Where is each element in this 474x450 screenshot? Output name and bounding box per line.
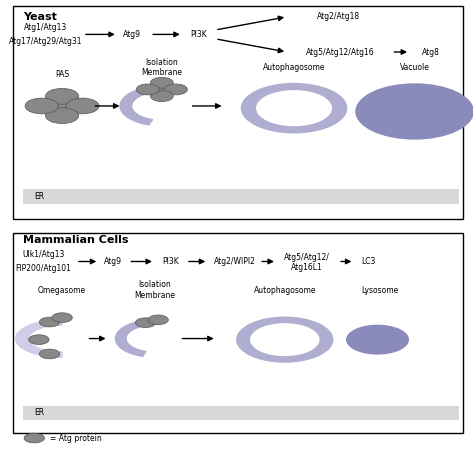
Circle shape [46, 108, 79, 123]
FancyBboxPatch shape [13, 233, 463, 433]
Text: Omegasome: Omegasome [38, 286, 86, 295]
FancyBboxPatch shape [23, 189, 459, 204]
Polygon shape [16, 320, 62, 357]
Text: Vacuole: Vacuole [400, 63, 429, 72]
FancyBboxPatch shape [23, 406, 459, 420]
Text: Atg1/Atg13: Atg1/Atg13 [24, 23, 67, 32]
Text: PI3K: PI3K [191, 30, 207, 39]
Text: Atg9: Atg9 [123, 30, 141, 39]
Text: Atg17/Atg29/Atg31: Atg17/Atg29/Atg31 [9, 36, 82, 45]
Circle shape [355, 83, 474, 140]
FancyBboxPatch shape [13, 6, 463, 219]
Text: Isolation
Membrane: Isolation Membrane [141, 58, 182, 77]
Circle shape [250, 323, 319, 356]
Text: Isolation
Membrane: Isolation Membrane [134, 280, 175, 300]
Circle shape [346, 324, 409, 355]
Text: Mammalian Cells: Mammalian Cells [23, 235, 128, 245]
Text: FIP200/Atg101: FIP200/Atg101 [16, 264, 72, 273]
Circle shape [66, 98, 99, 114]
Circle shape [150, 77, 173, 88]
Circle shape [164, 84, 187, 95]
Circle shape [24, 433, 45, 443]
Circle shape [256, 90, 332, 126]
Circle shape [39, 349, 60, 359]
Text: Atg2/Atg18: Atg2/Atg18 [317, 12, 360, 21]
Text: Atg2/WIPI2: Atg2/WIPI2 [214, 257, 255, 266]
Text: ER: ER [34, 192, 45, 201]
Circle shape [29, 335, 49, 345]
Circle shape [39, 317, 60, 327]
Circle shape [44, 98, 80, 114]
Text: Autophagosome: Autophagosome [263, 63, 325, 72]
Circle shape [46, 88, 79, 104]
Text: = Atg protein: = Atg protein [51, 433, 102, 442]
Text: Autophagosome: Autophagosome [254, 286, 316, 295]
Text: Lysosome: Lysosome [361, 286, 399, 295]
Circle shape [236, 316, 333, 363]
Circle shape [136, 318, 156, 328]
Text: PI3K: PI3K [162, 257, 179, 266]
Circle shape [150, 91, 173, 102]
Circle shape [25, 98, 58, 114]
Circle shape [136, 84, 159, 95]
Circle shape [149, 84, 174, 95]
Circle shape [148, 315, 168, 324]
Text: Atg8: Atg8 [422, 48, 440, 57]
Circle shape [241, 83, 347, 134]
Text: ER: ER [34, 408, 45, 417]
Circle shape [52, 313, 73, 323]
Text: Ulk1/Atg13: Ulk1/Atg13 [22, 250, 65, 259]
Polygon shape [120, 87, 153, 125]
Text: PAS: PAS [55, 70, 69, 79]
Text: Atg5/Atg12/
Atg16L1: Atg5/Atg12/ Atg16L1 [284, 253, 330, 272]
Text: Yeast: Yeast [23, 13, 56, 22]
Text: LC3: LC3 [361, 257, 375, 266]
Polygon shape [116, 321, 146, 356]
Text: Atg9: Atg9 [104, 257, 122, 266]
Text: Atg5/Atg12/Atg16: Atg5/Atg12/Atg16 [306, 48, 375, 57]
